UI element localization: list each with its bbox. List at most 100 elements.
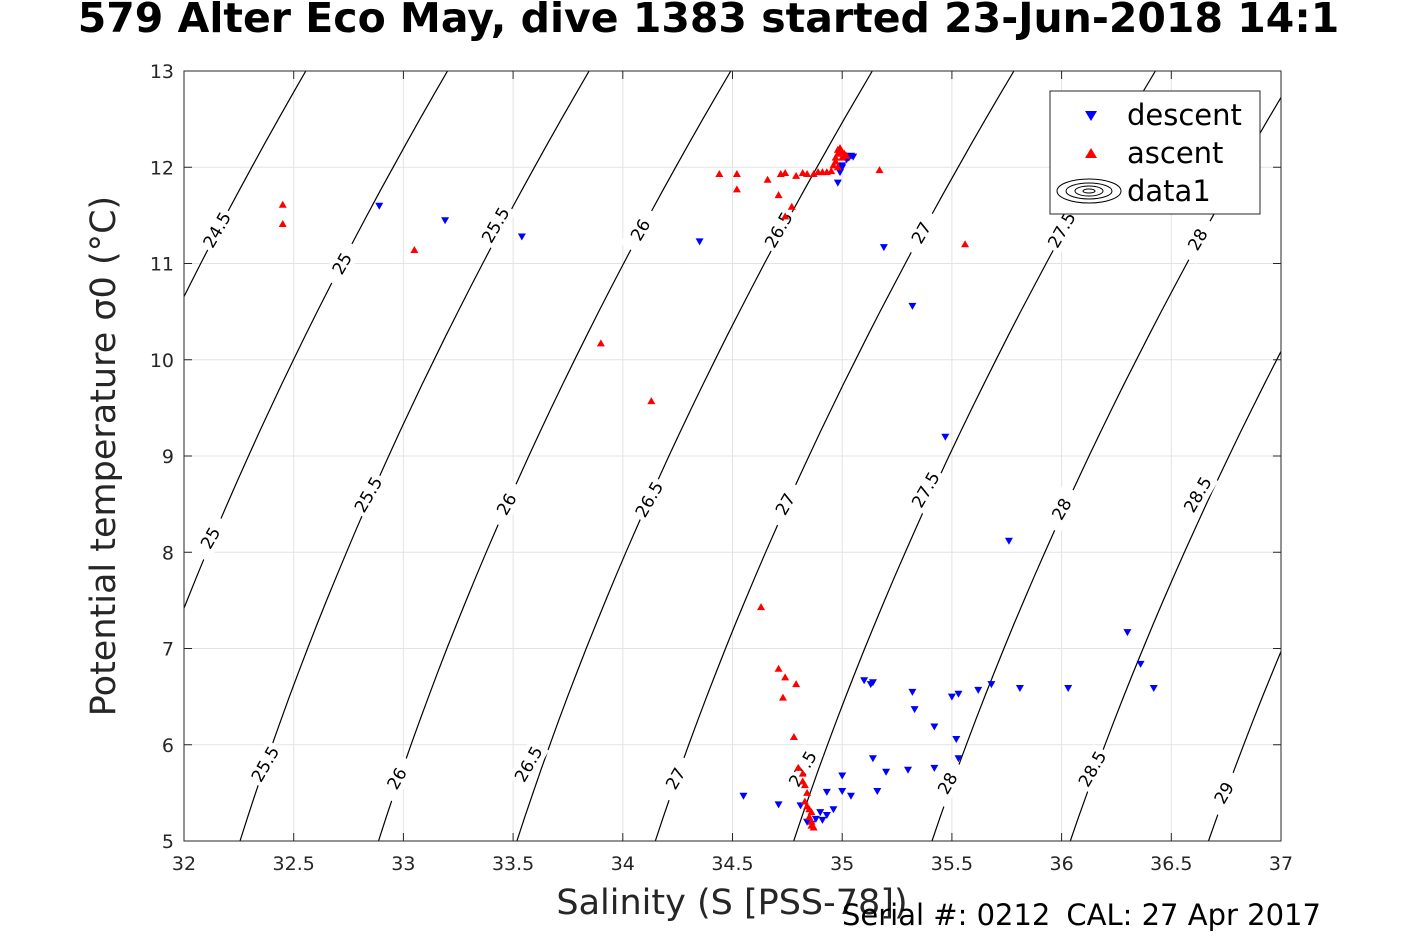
x-tick-label: 37	[1269, 853, 1293, 875]
descent-point	[1004, 537, 1013, 545]
ascent-point	[278, 220, 287, 228]
contour-label-bg	[1071, 744, 1113, 794]
ascent-point	[763, 175, 772, 183]
legend-label-descent: descent	[1127, 98, 1242, 132]
descent-point	[908, 688, 917, 696]
descent-point	[829, 806, 838, 814]
x-tick-label: 34	[611, 853, 635, 875]
isopycnal-line	[654, 71, 1015, 841]
descent-point	[375, 202, 384, 210]
calibration-footer: Serial #: 0212 CAL: 27 Apr 2017	[842, 898, 1321, 932]
legend-label-data1: data1	[1127, 174, 1211, 208]
x-tick-label: 32.5	[273, 853, 315, 875]
descent-point	[873, 787, 882, 795]
descent-point	[811, 815, 820, 823]
contour-label-bg	[196, 205, 238, 255]
isopycnal-line	[516, 71, 873, 841]
contour-label-bg	[1177, 469, 1219, 520]
y-tick-label: 13	[150, 61, 174, 83]
ascent-point	[789, 733, 798, 741]
ascent-point	[831, 157, 840, 165]
ascent-point	[774, 191, 783, 199]
legend-box	[1049, 90, 1261, 215]
x-tick-label: 36	[1050, 853, 1074, 875]
descent-point	[822, 812, 831, 820]
ascent-point	[809, 823, 818, 831]
ascent-point	[781, 673, 790, 681]
ascent-point	[800, 781, 809, 789]
ascent-point	[833, 163, 842, 171]
ascent-point	[831, 153, 840, 161]
descent-point	[947, 693, 956, 701]
contour-label-bg	[619, 205, 661, 255]
y-tick-label: 12	[150, 157, 174, 179]
isopycnal-line	[184, 71, 449, 610]
descent-point	[954, 755, 963, 763]
x-tick-label: 32	[172, 853, 196, 875]
descent-point	[908, 302, 917, 310]
x-axis-label: Salinity (S [PSS-78])	[556, 883, 907, 923]
descent-point	[879, 244, 888, 252]
y-tick-label: 8	[162, 542, 174, 564]
ascent-point	[596, 339, 605, 347]
descent-point	[930, 723, 939, 731]
descent-point	[803, 818, 812, 826]
ascent-point	[781, 169, 790, 177]
descent-point	[739, 792, 748, 800]
contour-label-bg	[900, 208, 942, 258]
descent-point	[868, 755, 877, 763]
ascent-point	[715, 169, 724, 177]
ascent-point	[875, 166, 884, 174]
x-tick-label: 35.5	[931, 853, 973, 875]
descent-point	[838, 164, 847, 172]
descent-point	[818, 816, 827, 824]
x-tick-label: 33	[391, 853, 415, 875]
contour-label-bg	[376, 753, 418, 803]
descent-point	[1015, 684, 1024, 692]
descent-point	[517, 233, 526, 241]
ascent-point	[778, 693, 787, 701]
legend-label-ascent: ascent	[1127, 136, 1223, 170]
descent-point	[838, 787, 847, 795]
contour-label-bg	[1041, 205, 1083, 255]
contour-label-bg	[654, 753, 696, 803]
ascent-point	[781, 212, 790, 220]
density-contours	[184, 71, 1281, 841]
contour-label-bg	[507, 739, 549, 789]
descent-point	[941, 433, 950, 441]
y-axis-label: Potential temperature σ0 (°C)	[84, 196, 124, 716]
descent-point	[774, 801, 783, 809]
ascent-point	[961, 240, 970, 248]
descent-point	[952, 735, 961, 743]
descent-point	[838, 772, 847, 780]
ascent-point	[833, 149, 842, 157]
ascent-point	[829, 161, 838, 169]
chart-title: 579 Alter Eco May, dive 1383 started 23-…	[77, 0, 1340, 42]
legend: descent ascent data1	[1049, 90, 1261, 215]
ascent-point	[757, 603, 766, 611]
y-tick-label: 6	[162, 735, 174, 757]
contour-label-bg	[905, 465, 947, 515]
serial-number: Serial #: 0212	[842, 898, 1051, 932]
tick-labels: 32 32.5 33 33.5 34 34.5 35 35.5 36 36.5 37 5 6 7 8 9 10 1…	[150, 61, 1293, 875]
descent-point	[954, 690, 963, 698]
ascent-point	[842, 151, 851, 159]
descent-point	[816, 809, 825, 817]
ascent-point	[774, 664, 783, 672]
contour-label-bg	[1041, 484, 1083, 534]
ascent-point	[647, 397, 656, 405]
descent-point	[833, 179, 842, 187]
descent-point	[849, 153, 858, 161]
y-tick-label: 9	[162, 446, 174, 468]
descent-point	[441, 217, 450, 225]
ascent-point	[807, 817, 816, 825]
ascent-point	[410, 246, 419, 254]
contour-label-bg	[347, 469, 389, 520]
contour-label-bg	[485, 479, 528, 529]
descent-point	[846, 792, 855, 800]
isopycnal-line	[1069, 350, 1281, 841]
ascent-point	[803, 788, 812, 796]
ascent-point	[732, 169, 741, 177]
descent-point	[987, 681, 996, 689]
descent-point	[1136, 660, 1145, 668]
